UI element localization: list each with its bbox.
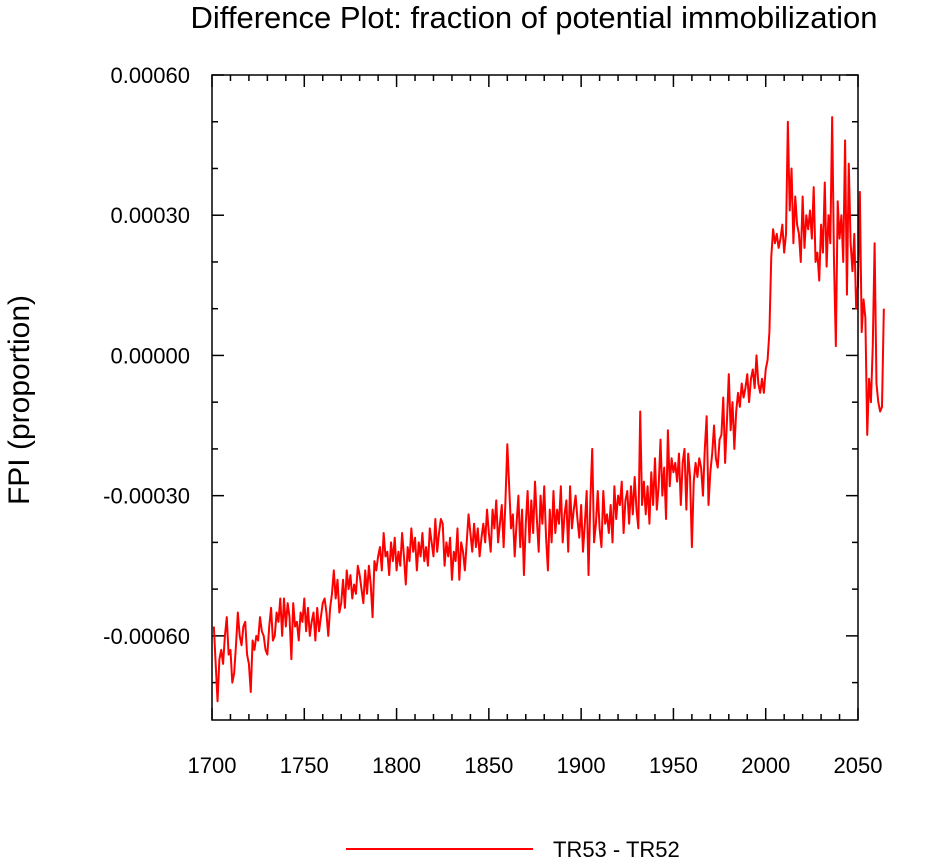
x-tick-labels: 1700 1750 1800 1850 1900 1950 2000 2050	[188, 753, 883, 778]
y-axis-title: FPI (proportion)	[3, 295, 36, 505]
y-tick-label: 0.00030	[110, 203, 190, 228]
x-tick-label: 1750	[280, 753, 329, 778]
x-tick-label: 1800	[372, 753, 421, 778]
y-tick-label: 0.00060	[110, 63, 190, 88]
legend-label: TR53 - TR52	[553, 837, 680, 861]
x-tick-label: 2000	[741, 753, 790, 778]
plot-frame	[211, 74, 859, 721]
x-tick-label: 1850	[464, 753, 513, 778]
chart-title: Difference Plot: fraction of potential i…	[191, 0, 878, 35]
legend: TR53 - TR52	[346, 837, 680, 861]
series-layer	[212, 116, 885, 703]
y-tick-label: -0.00060	[103, 624, 190, 649]
x-tick-label: 2050	[834, 753, 883, 778]
y-tick-label: -0.00030	[103, 484, 190, 509]
y-tick-label: 0.00000	[110, 343, 190, 368]
x-tick-label: 1900	[557, 753, 606, 778]
x-tick-label: 1950	[649, 753, 698, 778]
x-tick-label: 1700	[188, 753, 237, 778]
series-line-tr53-minus-tr52	[212, 116, 885, 703]
tick-marks	[211, 74, 859, 720]
y-tick-labels: 0.00060 0.00030 0.00000 -0.00030 -0.00060	[103, 63, 190, 649]
